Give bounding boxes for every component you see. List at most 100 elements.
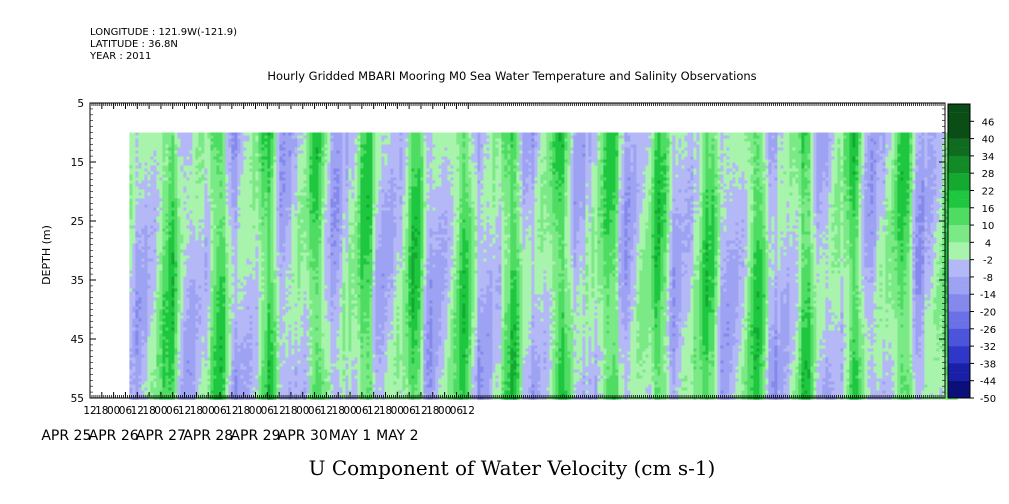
colorbar-tick-label: 46 xyxy=(982,117,995,128)
colorbar-band xyxy=(948,320,970,330)
colorbar-band xyxy=(948,216,970,226)
colorbar-band xyxy=(948,181,970,191)
colorbar-band xyxy=(948,112,970,122)
colorbar-band xyxy=(948,380,970,390)
x-date-label: APR 26 xyxy=(89,428,139,444)
colorbar-band xyxy=(948,173,970,183)
x-date-label: APR 25 xyxy=(41,428,91,444)
colorbar-tick-label: -32 xyxy=(980,342,996,353)
colorbar-band xyxy=(948,294,970,304)
x-date-label: APR 28 xyxy=(183,428,233,444)
colorbar-band xyxy=(948,147,970,157)
colorbar-tick-label: -44 xyxy=(980,377,996,388)
colorbar-band xyxy=(948,138,970,148)
colorbar-band xyxy=(948,311,970,321)
colorbar-tick-label: 16 xyxy=(982,204,995,215)
x-hour-tick-label: 18 xyxy=(95,405,108,417)
x-hour-tick-label: 06 xyxy=(355,405,369,417)
colorbar-band xyxy=(948,129,970,139)
colorbar-band xyxy=(948,285,970,295)
x-hour-tick-label: 12 xyxy=(83,405,96,417)
colorbar-band xyxy=(948,121,970,131)
x-hour-tick-label: 12 xyxy=(414,405,427,417)
colorbar-tick-label: -2 xyxy=(983,256,993,267)
colorbar-band xyxy=(948,346,970,355)
colorbar-band xyxy=(948,276,970,286)
heatmap-area xyxy=(129,132,958,400)
longitude-label: LONGITUDE : 121.9W(-121.9) xyxy=(90,27,237,38)
colorbar-tick-label: 28 xyxy=(982,169,995,180)
x-hour-tick-label: 06 xyxy=(308,405,322,417)
x-hour-tick-label: 00 xyxy=(202,405,215,417)
x-hour-tick-label: 06 xyxy=(166,405,180,417)
colorbar-tick-label: 22 xyxy=(982,186,995,197)
x-date-label: APR 30 xyxy=(278,428,328,444)
x-axis-label: U Component of Water Velocity (cm s-1) xyxy=(309,456,716,480)
x-hour-tick-label: 18 xyxy=(237,405,250,417)
y-tick-label: 35 xyxy=(71,275,84,287)
colorbar-tick-label: 40 xyxy=(982,135,995,146)
colorbar-band xyxy=(948,242,970,252)
colorbar-band xyxy=(948,389,970,399)
x-date-label: APR 29 xyxy=(230,428,280,444)
x-hour-tick-label: 00 xyxy=(296,405,309,417)
x-hour-tick-label: 06 xyxy=(402,405,416,417)
y-tick-label: 55 xyxy=(71,393,84,405)
colorbar: 46 40 34 28 22 16 10 4 -2 -8 -14 -20 -26 -32 -38 -44 -50 xyxy=(947,103,996,405)
x-hour-tick-label: 06 xyxy=(119,405,133,417)
x-hour-tick-label: 00 xyxy=(343,405,356,417)
y-tick-label: 25 xyxy=(71,216,84,228)
x-hour-tick-label: 18 xyxy=(190,405,203,417)
x-hour-tick-label: 18 xyxy=(332,405,345,417)
x-axis: 1218000612180006121800061218000612180006… xyxy=(41,103,946,444)
colorbar-tick-label: -50 xyxy=(980,394,996,405)
colorbar-band xyxy=(948,259,970,269)
colorbar-tick-label: -8 xyxy=(983,273,993,284)
colorbar-band xyxy=(948,363,970,373)
colorbar-tick-label: 4 xyxy=(985,238,991,249)
y-tick-label: 5 xyxy=(77,98,84,110)
colorbar-band xyxy=(948,207,970,217)
colorbar-band xyxy=(948,104,970,113)
colorbar-band xyxy=(948,155,970,165)
x-hour-tick-label: 18 xyxy=(379,405,392,417)
y-tick-label: 15 xyxy=(71,157,84,169)
colorbar-band xyxy=(948,190,970,200)
x-hour-tick-label: 06 xyxy=(261,405,275,417)
x-hour-tick-label: 00 xyxy=(154,405,167,417)
x-hour-tick-label: 00 xyxy=(107,405,120,417)
x-date-label: APR 27 xyxy=(136,428,186,444)
x-hour-tick-label: 12 xyxy=(320,405,333,417)
colorbar-band xyxy=(948,372,970,381)
y-axis-label: DEPTH (m) xyxy=(40,225,53,285)
x-hour-tick-label: 12 xyxy=(272,405,285,417)
x-hour-tick-label: 12 xyxy=(178,405,191,417)
colorbar-band xyxy=(948,251,970,260)
colorbar-tick-label: -20 xyxy=(980,308,996,319)
colorbar-band xyxy=(948,199,970,208)
x-hour-tick-label: 06 xyxy=(450,405,464,417)
y-axis: 5 15 25 35 45 55 xyxy=(71,98,945,405)
colorbar-tick-label: 34 xyxy=(982,152,995,163)
latitude-label: LATITUDE : 36.8N xyxy=(90,39,178,50)
x-date-label: MAY 2 xyxy=(376,428,418,444)
colorbar-band xyxy=(948,225,970,234)
y-tick-label: 45 xyxy=(71,334,84,346)
colorbar-band xyxy=(948,302,970,312)
x-hour-tick-label: 12 xyxy=(225,405,238,417)
x-hour-tick-label: 00 xyxy=(391,405,404,417)
x-hour-tick-label: 18 xyxy=(142,405,155,417)
chart-title: Hourly Gridded MBARI Mooring M0 Sea Wate… xyxy=(267,69,756,83)
colorbar-tick-label: -38 xyxy=(980,359,996,370)
x-hour-tick-label: 12 xyxy=(367,405,380,417)
x-hour-tick-label: 06 xyxy=(213,405,227,417)
x-hour-tick-label: 00 xyxy=(438,405,451,417)
colorbar-band xyxy=(948,328,970,338)
colorbar-tick-label: -26 xyxy=(980,325,996,336)
x-hour-tick-label: 00 xyxy=(249,405,262,417)
year-label: YEAR : 2011 xyxy=(89,51,151,62)
x-date-label: MAY 1 xyxy=(329,428,371,444)
x-hour-tick-label: 18 xyxy=(426,405,439,417)
x-hour-tick-label: 12 xyxy=(131,405,144,417)
